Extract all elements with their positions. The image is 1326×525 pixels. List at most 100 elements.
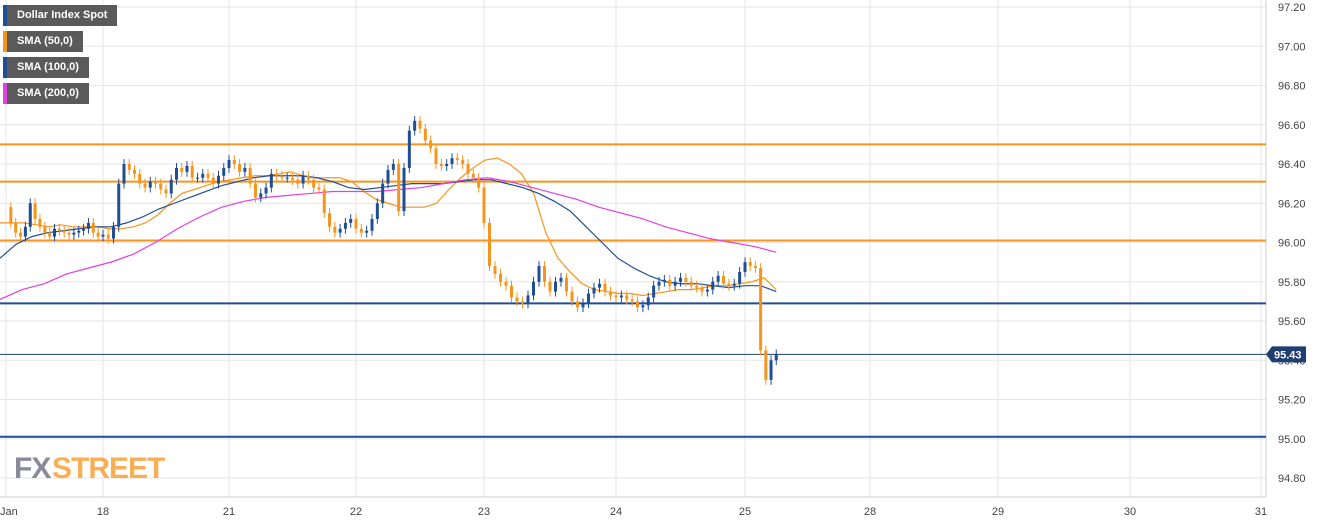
candle-body (471, 173, 475, 178)
candle-body (743, 262, 747, 272)
candle (91, 217, 95, 238)
candle-body (445, 164, 449, 166)
candle-body (248, 167, 252, 184)
candle-body (738, 271, 742, 284)
candle (641, 300, 645, 313)
candle (711, 276, 715, 295)
candle-body (652, 285, 656, 298)
candle-body (317, 187, 321, 190)
candle-body (673, 281, 677, 286)
grid-lines (0, 0, 1267, 498)
legend-sma50[interactable]: SMA (50,0) (3, 31, 83, 52)
candle (138, 168, 142, 189)
candle (603, 278, 607, 297)
legend-dollar-index[interactable]: Dollar Index Spot (3, 5, 118, 26)
candle (169, 174, 173, 199)
candle-body (232, 160, 236, 164)
candle-body (526, 295, 530, 304)
candle-body (72, 232, 76, 235)
candle-body (112, 226, 115, 239)
sma-line-3 (0, 177, 777, 300)
candle (164, 184, 168, 199)
candle-body (695, 285, 699, 288)
candle (673, 276, 677, 291)
candle (679, 272, 682, 287)
candle-body (53, 228, 56, 237)
candle-body (19, 232, 23, 237)
candle (206, 168, 210, 183)
candle (275, 168, 279, 181)
x-tick-label: 22 (350, 506, 362, 518)
candle-body (548, 281, 552, 292)
candle (354, 214, 358, 234)
legend-sma100[interactable]: SMA (100,0) (3, 57, 89, 78)
candle-body (515, 297, 519, 302)
candle (217, 170, 220, 189)
candle-body (211, 177, 215, 184)
candle (554, 276, 557, 297)
candle (117, 178, 121, 232)
candle (439, 159, 443, 171)
candle-body (349, 218, 353, 223)
candle-body (716, 275, 720, 282)
candle-body (636, 301, 639, 308)
candle (259, 188, 263, 203)
candle (521, 296, 524, 309)
candle (391, 159, 395, 175)
candle-body (159, 183, 163, 190)
candle (722, 270, 725, 289)
candle (477, 172, 481, 193)
candle-body (630, 299, 634, 302)
candle (646, 292, 650, 311)
candle-body (38, 218, 42, 227)
horizontal-levels (0, 143, 1266, 438)
candle (291, 172, 294, 185)
candle (434, 143, 438, 169)
candle-body (62, 230, 66, 233)
candle-body (57, 228, 61, 231)
candle (429, 135, 433, 154)
candle (738, 267, 742, 289)
candle (515, 292, 519, 307)
candle (732, 278, 736, 291)
candle (175, 163, 178, 185)
candle (471, 168, 475, 183)
candle (700, 282, 704, 297)
candle-body (554, 281, 557, 292)
candle (548, 276, 552, 297)
candles (9, 115, 778, 385)
y-tick-label: 96.40 (1278, 159, 1306, 171)
candle-body (603, 283, 607, 292)
candle (543, 261, 546, 287)
legend-sma200[interactable]: SMA (200,0) (3, 83, 89, 104)
candle-body (133, 169, 136, 174)
candle (201, 168, 205, 183)
candle-body (269, 173, 273, 188)
candle-body (504, 281, 508, 286)
candle (48, 227, 52, 242)
candle-body (28, 203, 32, 227)
x-tick-label: 30 (1124, 506, 1136, 518)
candle (264, 182, 268, 199)
y-tick-label: 96.60 (1278, 120, 1306, 132)
candle-body (101, 234, 105, 237)
candle-body (243, 167, 247, 172)
candle-body (407, 130, 411, 168)
candle (614, 290, 618, 303)
candle-body (154, 181, 157, 184)
candle (727, 278, 731, 291)
candle-body (96, 232, 100, 237)
sma-line-1 (0, 157, 777, 297)
candle (450, 153, 454, 169)
candle (375, 198, 379, 224)
candle (232, 155, 236, 169)
candle (43, 221, 47, 238)
candle-body (477, 177, 481, 188)
candle (196, 172, 199, 183)
candle (328, 208, 332, 232)
candle-body (413, 120, 417, 131)
y-tick-label: 95.80 (1278, 277, 1306, 289)
candle (211, 172, 215, 189)
watermark-fx: FX (14, 452, 51, 485)
